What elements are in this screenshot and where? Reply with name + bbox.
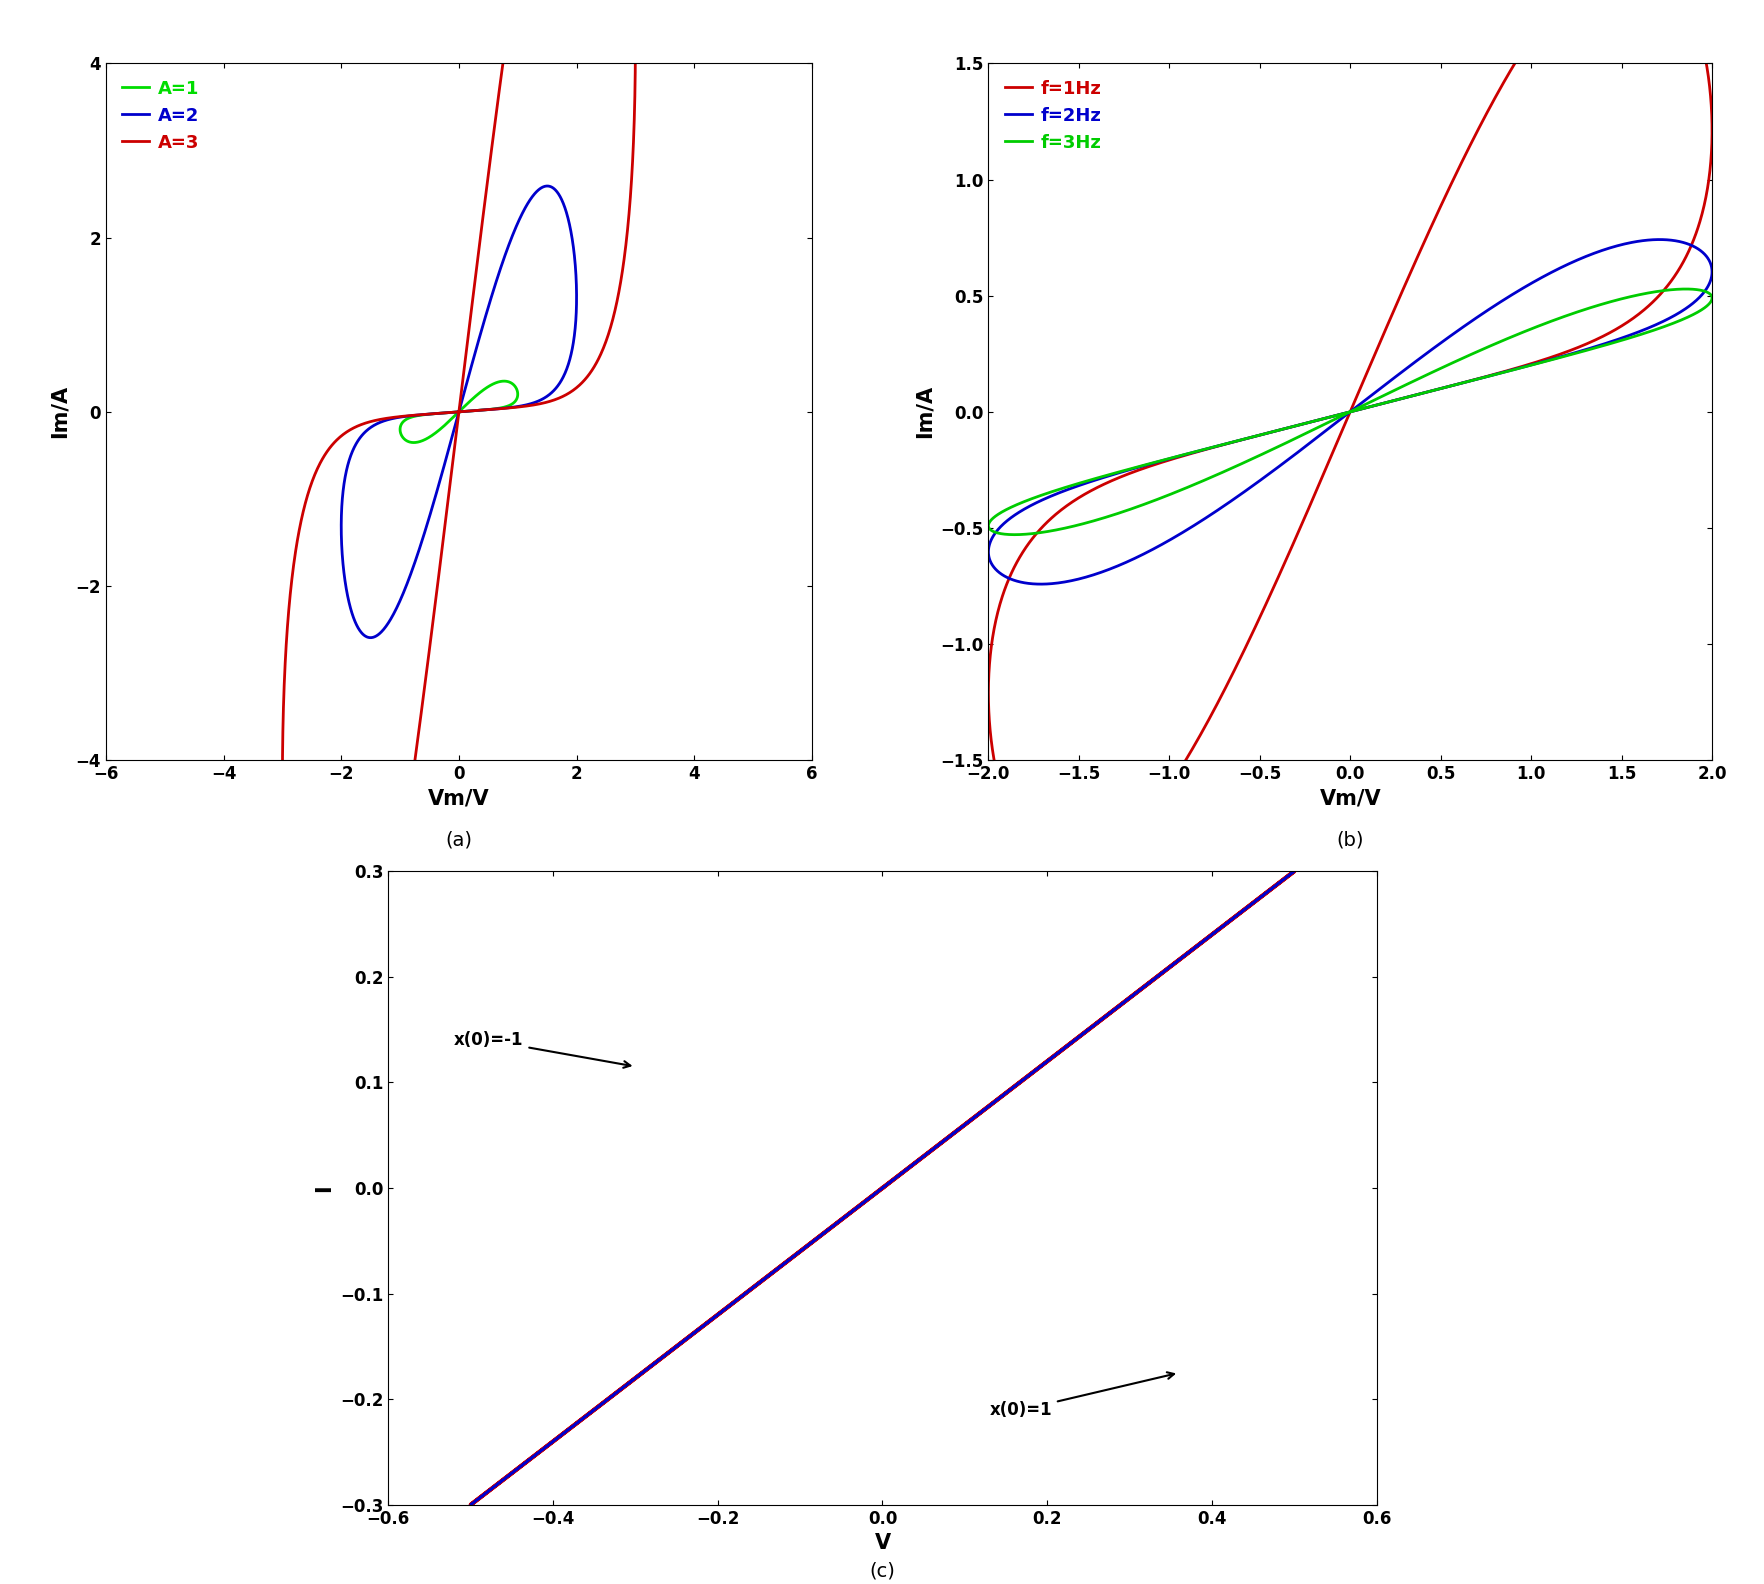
Line: A=2: A=2 — [340, 185, 577, 638]
f=3Hz — [1351, 396, 1372, 415]
A=2 — [566, 299, 587, 318]
X-axis label: Vm/V: Vm/V — [1319, 789, 1379, 809]
A=1 — [400, 432, 422, 451]
Line: f=1Hz: f=1Hz — [988, 0, 1711, 873]
Y-axis label: I: I — [314, 1185, 335, 1191]
A=2 — [448, 402, 469, 421]
f=3Hz — [1700, 291, 1722, 310]
Text: x(0)=-1: x(0)=-1 — [453, 1031, 630, 1068]
f=2Hz — [1351, 393, 1372, 412]
A=3 — [448, 402, 469, 421]
A=1 — [506, 386, 527, 406]
A=1 — [448, 402, 469, 421]
f=1Hz — [1351, 372, 1372, 391]
f=2Hz — [1700, 257, 1722, 276]
f=2Hz — [1648, 230, 1669, 249]
f=1Hz — [1700, 95, 1722, 114]
A=2 — [566, 274, 587, 293]
A=3 — [415, 670, 436, 689]
A=1 — [450, 401, 471, 420]
Line: A=3: A=3 — [282, 0, 635, 1161]
A=3 — [455, 350, 476, 369]
Y-axis label: Im/A: Im/A — [914, 385, 935, 439]
f=3Hz — [1339, 402, 1360, 421]
Line: A=1: A=1 — [400, 382, 517, 442]
f=3Hz — [1004, 526, 1025, 545]
Text: (c): (c) — [870, 1562, 894, 1581]
Text: (a): (a) — [445, 830, 473, 849]
f=3Hz — [1050, 520, 1071, 539]
A=1 — [464, 386, 485, 406]
f=2Hz — [1030, 575, 1051, 594]
A=1 — [506, 383, 527, 402]
A=2 — [480, 288, 501, 307]
A=2 — [536, 176, 557, 195]
f=2Hz — [1270, 455, 1291, 474]
X-axis label: Vm/V: Vm/V — [429, 789, 489, 809]
A=2 — [360, 629, 381, 648]
Text: x(0)=1: x(0)=1 — [990, 1372, 1173, 1419]
f=3Hz — [1341, 402, 1362, 421]
f=1Hz — [1270, 559, 1291, 578]
A=1 — [494, 372, 515, 391]
A=2 — [355, 626, 376, 645]
A=3 — [307, 1145, 328, 1164]
f=2Hz — [1700, 268, 1722, 287]
A=1 — [437, 413, 459, 432]
A=2 — [448, 402, 469, 421]
f=1Hz — [1438, 179, 1459, 198]
f=2Hz — [1438, 328, 1459, 347]
f=1Hz — [1341, 402, 1362, 421]
X-axis label: V: V — [873, 1533, 891, 1554]
f=3Hz — [1700, 285, 1722, 304]
Y-axis label: Im/A: Im/A — [49, 385, 71, 439]
Legend: A=1, A=2, A=3: A=1, A=2, A=3 — [115, 73, 206, 158]
Line: f=3Hz: f=3Hz — [988, 288, 1711, 535]
A=2 — [452, 386, 473, 406]
Legend: f=1Hz, f=2Hz, f=3Hz: f=1Hz, f=2Hz, f=3Hz — [997, 73, 1108, 158]
Line: f=2Hz: f=2Hz — [988, 239, 1711, 584]
f=1Hz — [1050, 862, 1071, 881]
f=3Hz — [1270, 436, 1291, 455]
f=3Hz — [1438, 355, 1459, 374]
A=3 — [496, 22, 517, 41]
A=3 — [624, 0, 646, 2]
f=2Hz — [1050, 573, 1071, 592]
f=2Hz — [1339, 402, 1360, 421]
A=1 — [448, 402, 469, 421]
A=3 — [448, 402, 469, 421]
f=2Hz — [1341, 402, 1362, 421]
Text: (b): (b) — [1335, 830, 1364, 849]
f=1Hz — [1057, 863, 1078, 882]
f=1Hz — [1339, 402, 1360, 421]
f=3Hz — [1674, 279, 1695, 298]
A=1 — [402, 432, 423, 451]
A=3 — [624, 73, 646, 92]
f=1Hz — [1700, 143, 1722, 162]
A=2 — [425, 483, 446, 502]
A=3 — [316, 1152, 337, 1171]
